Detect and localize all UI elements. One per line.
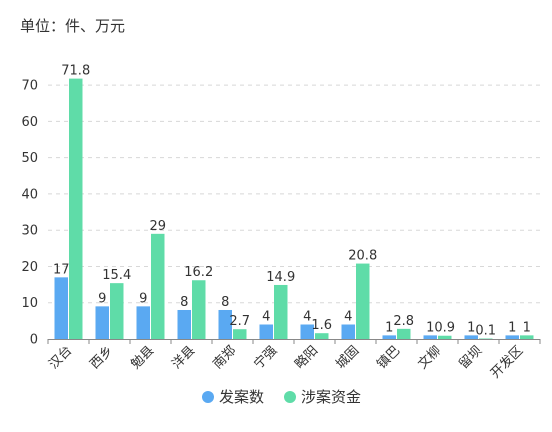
bar-funds [69, 78, 83, 339]
data-label: 1.6 [311, 318, 332, 333]
data-label: 1 [523, 320, 531, 335]
x-tick-label: 洋县 [169, 343, 198, 372]
data-label: 14.9 [266, 270, 295, 285]
data-label: 29 [149, 219, 166, 234]
y-tick-label: 70 [21, 79, 38, 94]
bar-cases [95, 306, 109, 339]
x-tick-label: 勉县 [128, 343, 157, 372]
data-label: 9 [139, 291, 147, 306]
data-label: 16.2 [184, 265, 213, 280]
data-label: 71.8 [61, 64, 90, 79]
y-tick-label: 10 [21, 296, 38, 311]
x-tick-label: 宁强 [251, 343, 281, 373]
bar-cases [300, 324, 314, 339]
data-label: 0.9 [434, 321, 455, 336]
bar-funds [192, 280, 206, 339]
x-tick-label: 南郑 [210, 343, 240, 373]
bar-cases [54, 277, 68, 339]
bar-cases [341, 324, 355, 339]
data-label: 1 [467, 320, 475, 335]
data-label: 1 [508, 320, 516, 335]
bar-funds [151, 233, 165, 339]
legend-marker [202, 391, 214, 403]
data-label: 1 [385, 320, 393, 335]
bar-funds [397, 328, 411, 339]
bar-funds [520, 335, 534, 339]
bar-cases [259, 324, 273, 339]
y-tick-label: 60 [21, 115, 38, 130]
x-tick-label: 留坝 [456, 343, 485, 372]
bar-cases [177, 309, 191, 339]
data-label: 20.8 [348, 249, 377, 264]
bar-cases [423, 335, 437, 339]
unit-label: 单位：件、万元 [20, 17, 125, 35]
data-label: 4 [303, 309, 311, 324]
bar-cases [464, 335, 478, 339]
legend-label: 发案数 [219, 388, 264, 406]
x-tick-label: 文柳 [415, 343, 444, 372]
y-tick-label: 20 [21, 260, 38, 275]
bar-cases [505, 335, 519, 339]
bar-funds [110, 283, 124, 339]
grid-lines [48, 84, 540, 304]
bar-cases [382, 335, 396, 339]
data-label: 9 [98, 291, 106, 306]
bar-funds [233, 329, 247, 339]
y-tick-label: 0 [30, 333, 38, 348]
x-axis: 汉台 西乡 勉县 洋县 南郑 宁强 略阳 城固 镇巴 文柳 留坝 开发区 [46, 339, 541, 382]
y-tick-label: 30 [21, 224, 38, 239]
data-label: 0.1 [475, 324, 496, 339]
bar-funds [356, 263, 370, 339]
data-label: 2.7 [229, 314, 250, 329]
data-label: 8 [221, 295, 229, 310]
x-tick-label: 略阳 [292, 343, 322, 373]
y-tick-label: 50 [21, 151, 38, 166]
data-label: 8 [180, 295, 188, 310]
bar-funds [479, 338, 493, 339]
data-label: 1 [426, 320, 434, 335]
bar-cases [218, 309, 232, 339]
legend-marker [284, 391, 296, 403]
data-label: 4 [344, 309, 352, 324]
data-label: 15.4 [102, 268, 131, 283]
data-label: 2.8 [393, 314, 414, 329]
bar-funds [274, 284, 288, 339]
bar-funds [315, 333, 329, 339]
legend: 发案数 涉案资金 [202, 388, 361, 406]
x-tick-label: 开发区 [487, 343, 526, 382]
legend-label: 涉案资金 [301, 388, 361, 406]
y-axis: 0 10 20 30 40 50 60 70 [21, 79, 38, 348]
x-tick-label: 城固 [333, 343, 362, 372]
y-tick-label: 40 [21, 187, 38, 202]
data-label: 4 [262, 309, 270, 324]
x-tick-label: 汉台 [46, 343, 75, 372]
data-label: 17 [53, 262, 70, 277]
x-tick-label: 镇巴 [374, 343, 403, 372]
bar-cases [136, 306, 150, 339]
bar-funds [438, 335, 452, 339]
x-tick-label: 西乡 [87, 343, 116, 372]
